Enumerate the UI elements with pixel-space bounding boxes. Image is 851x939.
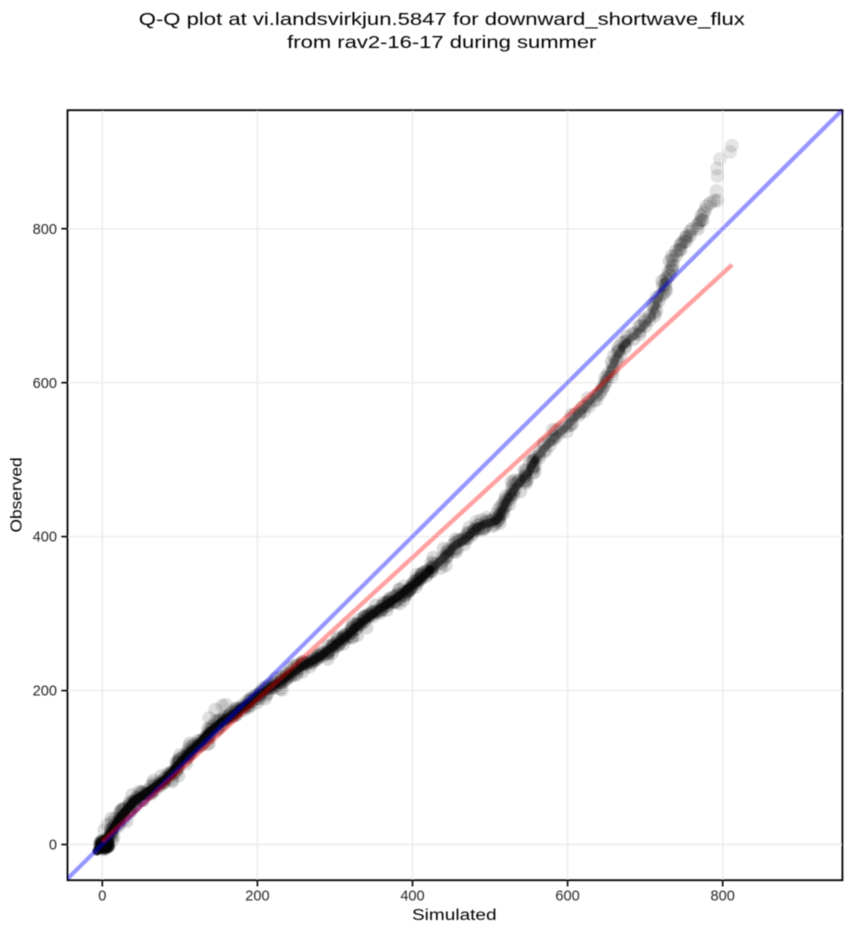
svg-text:Observed: Observed: [9, 457, 26, 532]
svg-text:400: 400: [33, 530, 57, 546]
svg-text:600: 600: [33, 376, 57, 392]
svg-text:600: 600: [555, 889, 579, 905]
svg-text:800: 800: [33, 222, 57, 238]
svg-text:400: 400: [400, 889, 424, 905]
svg-text:0: 0: [98, 889, 106, 905]
svg-text:Simulated: Simulated: [412, 907, 497, 924]
svg-text:from rav2-16-17 during summer: from rav2-16-17 during summer: [287, 32, 596, 52]
svg-text:0: 0: [49, 838, 57, 854]
svg-text:Q-Q plot at vi.landsvirkjun.58: Q-Q plot at vi.landsvirkjun.5847 for dow…: [139, 9, 745, 30]
svg-text:200: 200: [33, 684, 57, 700]
svg-text:800: 800: [711, 889, 735, 905]
svg-text:200: 200: [245, 889, 269, 905]
